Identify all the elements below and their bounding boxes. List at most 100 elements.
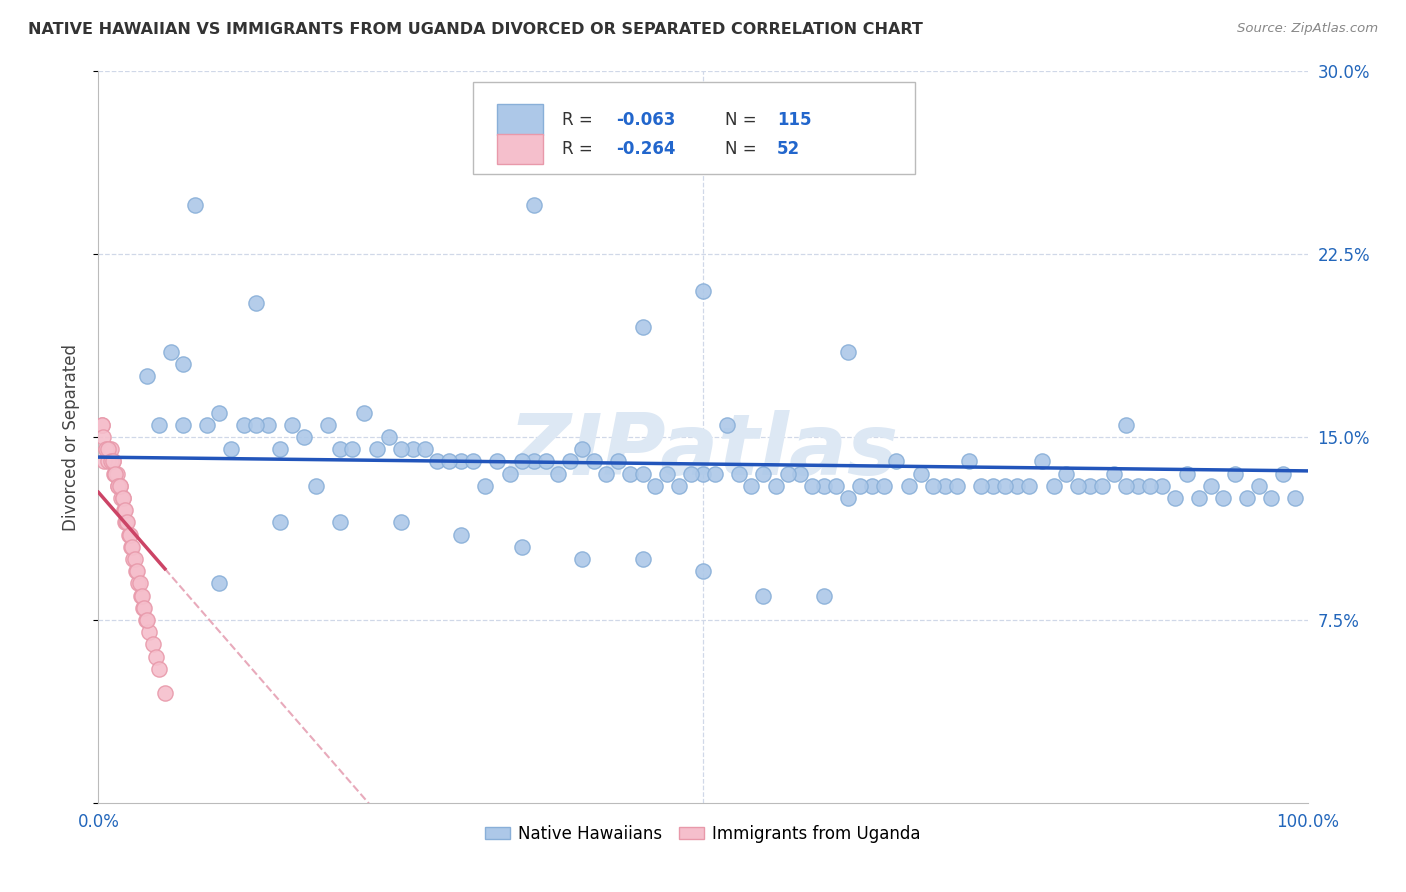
Text: N =: N = bbox=[724, 111, 762, 128]
Text: N =: N = bbox=[724, 140, 762, 158]
Point bbox=[679, 467, 702, 481]
Point bbox=[110, 491, 132, 505]
Point bbox=[571, 552, 593, 566]
Point bbox=[583, 454, 606, 468]
Point bbox=[595, 467, 617, 481]
Point bbox=[752, 467, 775, 481]
Legend: Native Hawaiians, Immigrants from Uganda: Native Hawaiians, Immigrants from Uganda bbox=[478, 818, 928, 849]
Point bbox=[837, 344, 859, 359]
Text: -0.264: -0.264 bbox=[616, 140, 675, 158]
Point bbox=[245, 417, 267, 432]
Point bbox=[1236, 491, 1258, 505]
Point bbox=[1163, 491, 1185, 505]
Text: 52: 52 bbox=[776, 140, 800, 158]
Point bbox=[1018, 479, 1040, 493]
Point bbox=[752, 589, 775, 603]
Point bbox=[523, 198, 546, 212]
Point bbox=[1199, 479, 1222, 493]
Point bbox=[1042, 479, 1064, 493]
Point bbox=[1067, 479, 1090, 493]
Point bbox=[269, 442, 291, 457]
Point bbox=[897, 479, 920, 493]
Point bbox=[117, 516, 139, 530]
Point bbox=[910, 467, 932, 481]
Point bbox=[91, 417, 114, 432]
Point bbox=[377, 430, 399, 444]
Point bbox=[132, 600, 155, 615]
Point bbox=[138, 625, 160, 640]
Point bbox=[1115, 417, 1137, 432]
Point bbox=[534, 454, 557, 468]
Text: Source: ZipAtlas.com: Source: ZipAtlas.com bbox=[1237, 22, 1378, 36]
Point bbox=[1188, 491, 1211, 505]
Point bbox=[269, 516, 291, 530]
Point bbox=[195, 417, 218, 432]
Point bbox=[101, 454, 124, 468]
Point bbox=[105, 467, 128, 481]
Point bbox=[886, 454, 908, 468]
Point bbox=[402, 442, 425, 457]
Point bbox=[101, 454, 124, 468]
Point bbox=[91, 417, 114, 432]
Point bbox=[523, 454, 546, 468]
Text: R =: R = bbox=[561, 111, 598, 128]
Point bbox=[837, 491, 859, 505]
Point bbox=[107, 479, 129, 493]
Point bbox=[134, 600, 156, 615]
Point bbox=[957, 454, 980, 468]
Point bbox=[619, 467, 641, 481]
Point bbox=[232, 417, 254, 432]
Point bbox=[142, 637, 165, 651]
Point bbox=[128, 576, 150, 591]
Point bbox=[970, 479, 993, 493]
Point bbox=[112, 503, 135, 517]
Point bbox=[607, 454, 630, 468]
Point bbox=[1007, 479, 1029, 493]
Point bbox=[389, 516, 412, 530]
Point bbox=[510, 454, 533, 468]
Point bbox=[256, 417, 278, 432]
Point bbox=[1152, 479, 1174, 493]
Point bbox=[558, 454, 581, 468]
Point bbox=[153, 686, 176, 700]
Point bbox=[426, 454, 449, 468]
Point bbox=[389, 442, 412, 457]
Point bbox=[125, 564, 148, 578]
Point bbox=[1139, 479, 1161, 493]
Point bbox=[934, 479, 956, 493]
Point bbox=[1272, 467, 1295, 481]
Point bbox=[1128, 479, 1150, 493]
Point bbox=[104, 467, 127, 481]
Point bbox=[108, 479, 131, 493]
Point bbox=[208, 576, 231, 591]
FancyBboxPatch shape bbox=[474, 82, 915, 174]
Point bbox=[172, 357, 194, 371]
Point bbox=[93, 454, 115, 468]
Point bbox=[474, 479, 496, 493]
Point bbox=[91, 430, 114, 444]
Point bbox=[413, 442, 436, 457]
Point bbox=[131, 589, 153, 603]
Point bbox=[100, 454, 122, 468]
Point bbox=[849, 479, 872, 493]
Point bbox=[704, 467, 727, 481]
Point bbox=[135, 613, 157, 627]
Y-axis label: Divorced or Separated: Divorced or Separated bbox=[62, 343, 80, 531]
Point bbox=[571, 442, 593, 457]
Point bbox=[97, 454, 120, 468]
Point bbox=[789, 467, 811, 481]
Point bbox=[98, 442, 121, 457]
Point bbox=[108, 479, 131, 493]
Point bbox=[860, 479, 883, 493]
Point bbox=[450, 527, 472, 541]
Point bbox=[510, 540, 533, 554]
Point bbox=[135, 613, 157, 627]
Point bbox=[644, 479, 666, 493]
Point bbox=[100, 442, 122, 457]
Point bbox=[1223, 467, 1246, 481]
Point bbox=[329, 516, 352, 530]
Point bbox=[121, 540, 143, 554]
Point bbox=[145, 649, 167, 664]
Point bbox=[94, 442, 117, 457]
Text: -0.063: -0.063 bbox=[616, 111, 675, 128]
